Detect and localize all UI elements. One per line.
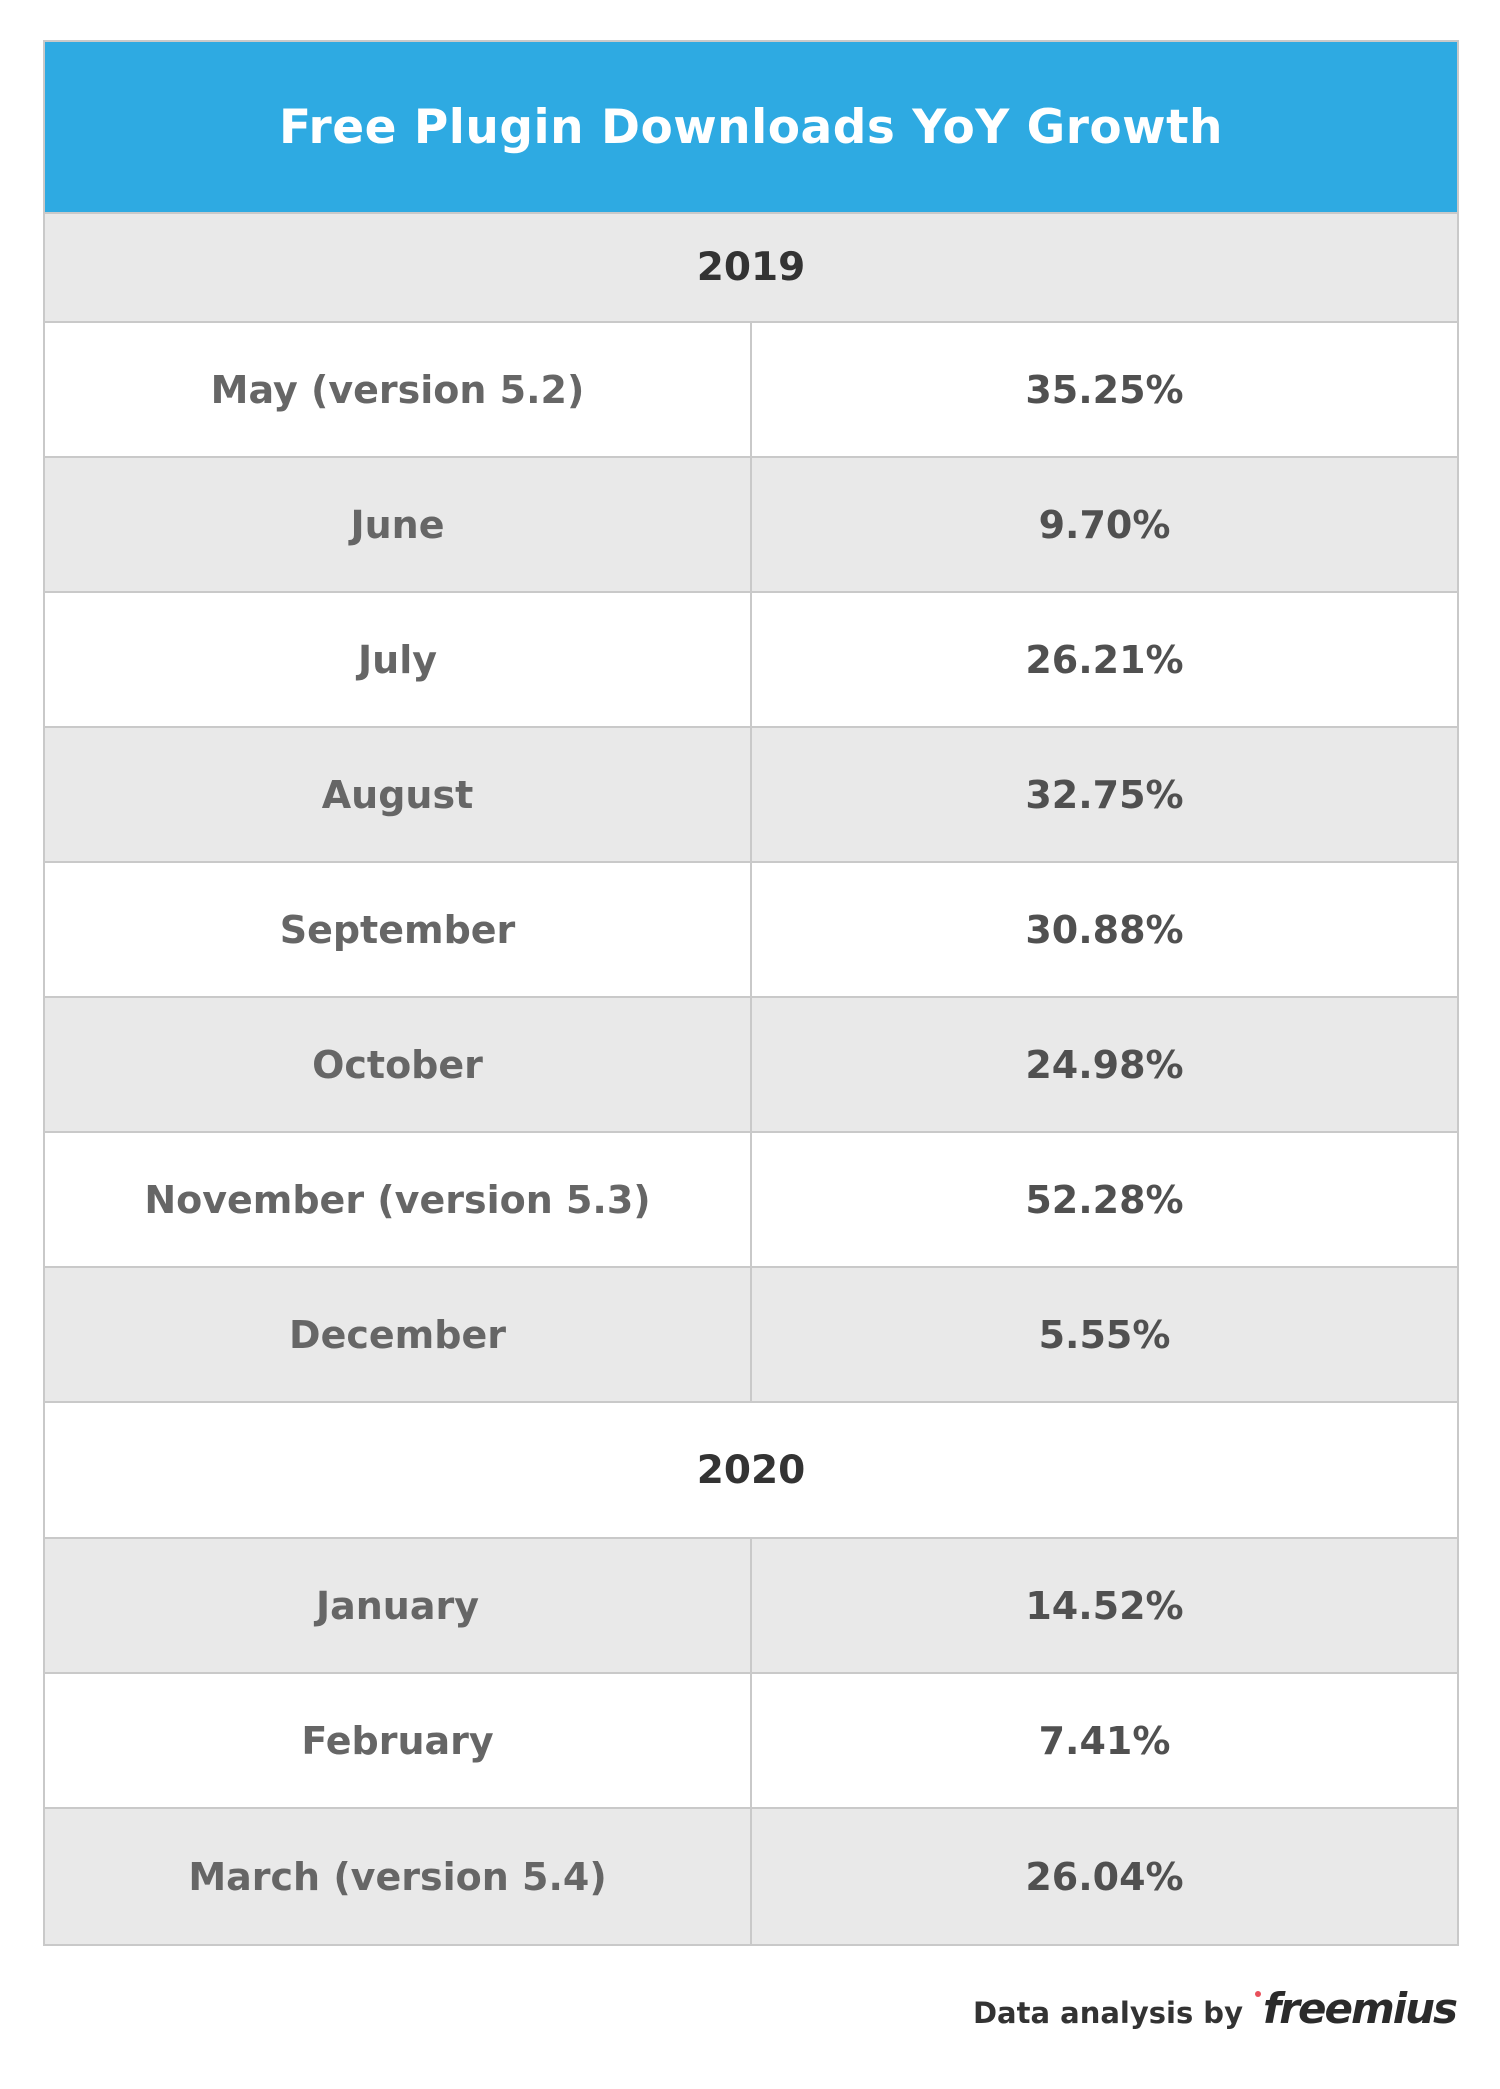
month-cell: July <box>45 593 752 726</box>
month-cell: June <box>45 458 752 591</box>
growth-cell: 26.21% <box>1025 637 1184 682</box>
growth-cell: 30.88% <box>1025 907 1184 952</box>
table-row: February 7.41% <box>45 1674 1457 1809</box>
table-title: Free Plugin Downloads YoY Growth <box>45 42 1457 214</box>
year-row-2020: 2020 <box>45 1403 1457 1539</box>
growth-cell: 7.41% <box>1038 1718 1171 1763</box>
growth-cell: 9.70% <box>1038 502 1171 547</box>
month-cell: February <box>45 1674 752 1807</box>
month-cell: September <box>45 863 752 996</box>
growth-table: Free Plugin Downloads YoY Growth 2019 Ma… <box>43 40 1459 1946</box>
year-label: 2019 <box>696 245 806 290</box>
table-row: July 26.21% <box>45 593 1457 728</box>
table-row: November (version 5.3) 52.28% <box>45 1133 1457 1268</box>
growth-cell: 14.52% <box>1025 1583 1184 1628</box>
table-row: December 5.55% <box>45 1268 1457 1403</box>
logo-dot-icon <box>1254 1991 1261 1997</box>
year-row-2019: 2019 <box>45 214 1457 323</box>
month-cell: January <box>45 1539 752 1672</box>
table-row: September 30.88% <box>45 863 1457 998</box>
growth-cell: 52.28% <box>1025 1177 1184 1222</box>
month-cell: November (version 5.3) <box>45 1133 752 1266</box>
table-row: June 9.70% <box>45 458 1457 593</box>
month-cell: March (version 5.4) <box>45 1809 752 1944</box>
attribution: Data analysis by freemius <box>972 1984 1458 2037</box>
table-row: January 14.52% <box>45 1539 1457 1674</box>
growth-cell: 26.04% <box>1025 1854 1184 1899</box>
table-row: August 32.75% <box>45 728 1457 863</box>
growth-cell: 24.98% <box>1025 1042 1184 1087</box>
month-cell: May (version 5.2) <box>45 323 752 456</box>
freemius-logo: freemius <box>1254 1984 1458 2033</box>
month-cell: October <box>45 998 752 1131</box>
month-cell: August <box>45 728 752 861</box>
attribution-text: Data analysis by <box>972 1995 1243 2030</box>
growth-cell: 5.55% <box>1038 1312 1171 1357</box>
table-row: October 24.98% <box>45 998 1457 1133</box>
growth-cell: 32.75% <box>1025 772 1184 817</box>
table-row: May (version 5.2) 35.25% <box>45 323 1457 458</box>
year-label: 2020 <box>696 1447 806 1493</box>
growth-cell: 35.25% <box>1025 367 1184 412</box>
month-cell: December <box>45 1268 752 1401</box>
table-row: March (version 5.4) 26.04% <box>45 1809 1457 1944</box>
brand-name: freemius <box>1262 1984 1458 2033</box>
